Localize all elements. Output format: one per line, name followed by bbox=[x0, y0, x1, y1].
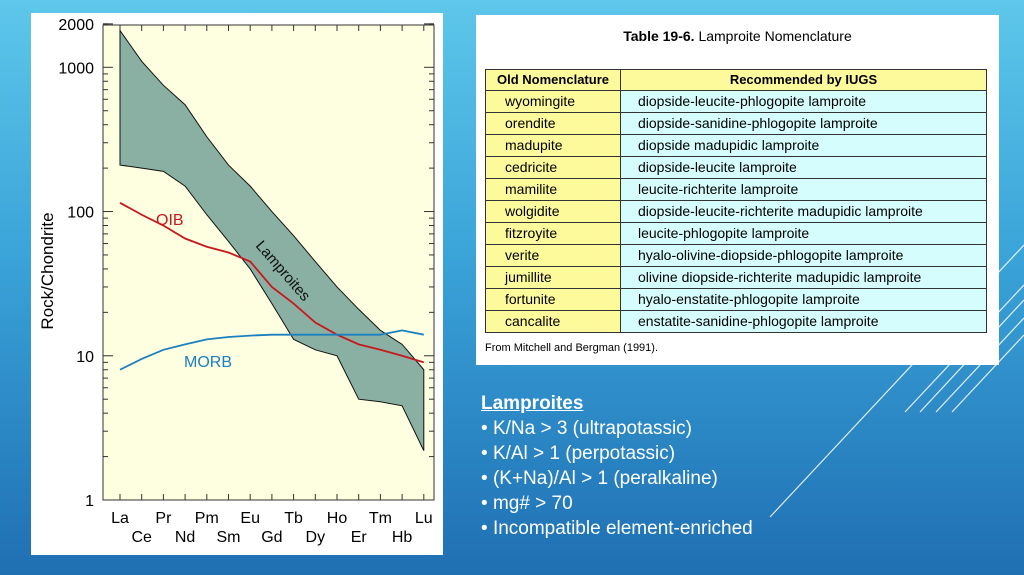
y-tick-label: 1 bbox=[85, 493, 94, 510]
list-item: • mg# > 70 bbox=[481, 493, 573, 514]
table-row: cancalite enstatite-sanidine-phlogopite l… bbox=[485, 310, 987, 333]
annotation-morb: MORB bbox=[184, 354, 232, 371]
table-row: madupite diopside madupidic lamproite bbox=[485, 134, 987, 157]
old-name-cell: jumillite bbox=[485, 266, 621, 289]
x-tick-label: Sm bbox=[217, 529, 241, 546]
list-heading: Lamproites bbox=[481, 393, 584, 414]
table-title: Table 19-6. Lamproite Nomenclature bbox=[476, 28, 999, 44]
table-source: From Mitchell and Bergman (1991). bbox=[485, 342, 659, 354]
nomenclature-table: Old Nomenclature Recommended by IUGS wyo… bbox=[485, 69, 987, 333]
list-item: • Incompatible element-enriched bbox=[481, 518, 753, 539]
table-row: verite hyalo-olivine-diopside-phlogopite … bbox=[485, 244, 987, 267]
list-item: • K/Na > 3 (ultrapotassic) bbox=[481, 418, 692, 439]
y-axis-label: Rock/Chondrite bbox=[38, 212, 57, 329]
table-header-row: Old Nomenclature Recommended by IUGS bbox=[485, 69, 987, 91]
table-row: mamilite leucite-richterite lamproite bbox=[485, 178, 987, 201]
recommended-name-cell: diopside-leucite-phlogopite lamproite bbox=[620, 90, 987, 113]
oib-line bbox=[119, 201, 425, 364]
x-tick-label: Ho bbox=[327, 510, 348, 527]
x-tick-label: Hb bbox=[392, 529, 413, 546]
morb-line bbox=[119, 329, 424, 371]
recommended-name-cell: enstatite-sanidine-phlogopite lamproite bbox=[620, 310, 987, 333]
old-name-cell: cancalite bbox=[485, 310, 621, 333]
old-name-cell: cedricite bbox=[485, 156, 621, 179]
recommended-name-cell: leucite-richterite lamproite bbox=[620, 178, 987, 201]
y-tick-label: 100 bbox=[67, 205, 94, 222]
x-tick-label: Eu bbox=[240, 510, 260, 527]
y-tick-label: 10 bbox=[76, 349, 94, 366]
x-tick-label: Nd bbox=[175, 529, 195, 546]
recommended-name-cell: olivine diopside-richterite madupidic la… bbox=[620, 266, 987, 289]
x-tick-label: La bbox=[111, 510, 129, 527]
table-panel: Table 19-6. Lamproite Nomenclature Old N… bbox=[476, 15, 999, 365]
list-item-text: (K+Na)/Al > 1 (peralkaline) bbox=[492, 468, 718, 489]
old-name-cell: wyomingite bbox=[485, 90, 621, 113]
table-row: fitzroyite leucite-phlogopite lamproite bbox=[485, 222, 987, 245]
old-name-cell: madupite bbox=[485, 134, 621, 157]
recommended-name-cell: diopside madupidic lamproite bbox=[620, 134, 987, 157]
old-name-cell: orendite bbox=[485, 112, 621, 135]
list-item-text: K/Al > 1 (perpotassic) bbox=[492, 443, 676, 464]
list-item-text: mg# > 70 bbox=[492, 493, 573, 514]
recommended-name-cell: leucite-phlogopite lamproite bbox=[620, 222, 987, 245]
table-row: fortunite hyalo-enstatite-phlogopite lamp… bbox=[485, 288, 987, 311]
recommended-name-cell: diopside-leucite lamproite bbox=[620, 156, 987, 179]
old-name-cell: fitzroyite bbox=[485, 222, 621, 245]
table-row: wyomingite diopside-leucite-phlogopite la… bbox=[485, 90, 987, 113]
table-row: jumillite olivine diopside-richterite mad… bbox=[485, 266, 987, 289]
y-tick-label: 1000 bbox=[58, 60, 94, 77]
x-tick-label: Pm bbox=[195, 510, 219, 527]
annotation-oib: OIB bbox=[156, 212, 184, 229]
list-item: • (K+Na)/Al > 1 (peralkaline) bbox=[481, 468, 718, 489]
list-item: • K/Al > 1 (perpotassic) bbox=[481, 443, 676, 464]
x-tick-label: Gd bbox=[261, 529, 282, 546]
table-row: orendite diopside-sanidine-phlogopite lam… bbox=[485, 112, 987, 135]
x-tick-label: Er bbox=[351, 529, 368, 546]
x-tick-label: Tb bbox=[284, 510, 303, 527]
table-title-text: Lamproite Nomenclature bbox=[694, 28, 852, 44]
chart-panel: 2000 1000 100 10 1 La Ce Pr Nd Pm Sm Eu Gd Tb Dy Ho Er Tm… bbox=[31, 13, 443, 555]
x-tick-label: Ce bbox=[131, 529, 152, 546]
x-tick-label: Lu bbox=[415, 510, 433, 527]
old-name-cell: fortunite bbox=[485, 288, 621, 311]
column-header-recommended: Recommended by IUGS bbox=[620, 69, 987, 91]
old-name-cell: verite bbox=[485, 244, 621, 267]
y-tick-label: 2000 bbox=[58, 17, 94, 34]
table-row: wolgidite diopside-leucite-richterite mad… bbox=[485, 200, 987, 223]
column-header-old: Old Nomenclature bbox=[485, 69, 621, 91]
recommended-name-cell: diopside-sanidine-phlogopite lamproite bbox=[620, 112, 987, 135]
lamproite-criteria-list: Lamproites • K/Na > 3 (ultrapotassic) • … bbox=[481, 391, 753, 541]
recommended-name-cell: hyalo-olivine-diopside-phlogopite lampro… bbox=[620, 244, 987, 267]
x-tick-label: Tm bbox=[369, 510, 392, 527]
old-name-cell: mamilite bbox=[485, 178, 621, 201]
recommended-name-cell: diopside-leucite-richterite madupidic la… bbox=[620, 200, 987, 223]
x-tick-label: Dy bbox=[306, 529, 326, 546]
old-name-cell: wolgidite bbox=[485, 200, 621, 223]
lamproites-band bbox=[119, 28, 425, 451]
table-title-number: Table 19-6. bbox=[623, 28, 695, 44]
list-item-text: Incompatible element-enriched bbox=[492, 518, 753, 539]
table-row: cedricite diopside-leucite lamproite bbox=[485, 156, 987, 179]
x-tick-label: Pr bbox=[155, 510, 172, 527]
list-item-text: K/Na > 3 (ultrapotassic) bbox=[492, 418, 692, 439]
recommended-name-cell: hyalo-enstatite-phlogopite lamproite bbox=[620, 288, 987, 311]
